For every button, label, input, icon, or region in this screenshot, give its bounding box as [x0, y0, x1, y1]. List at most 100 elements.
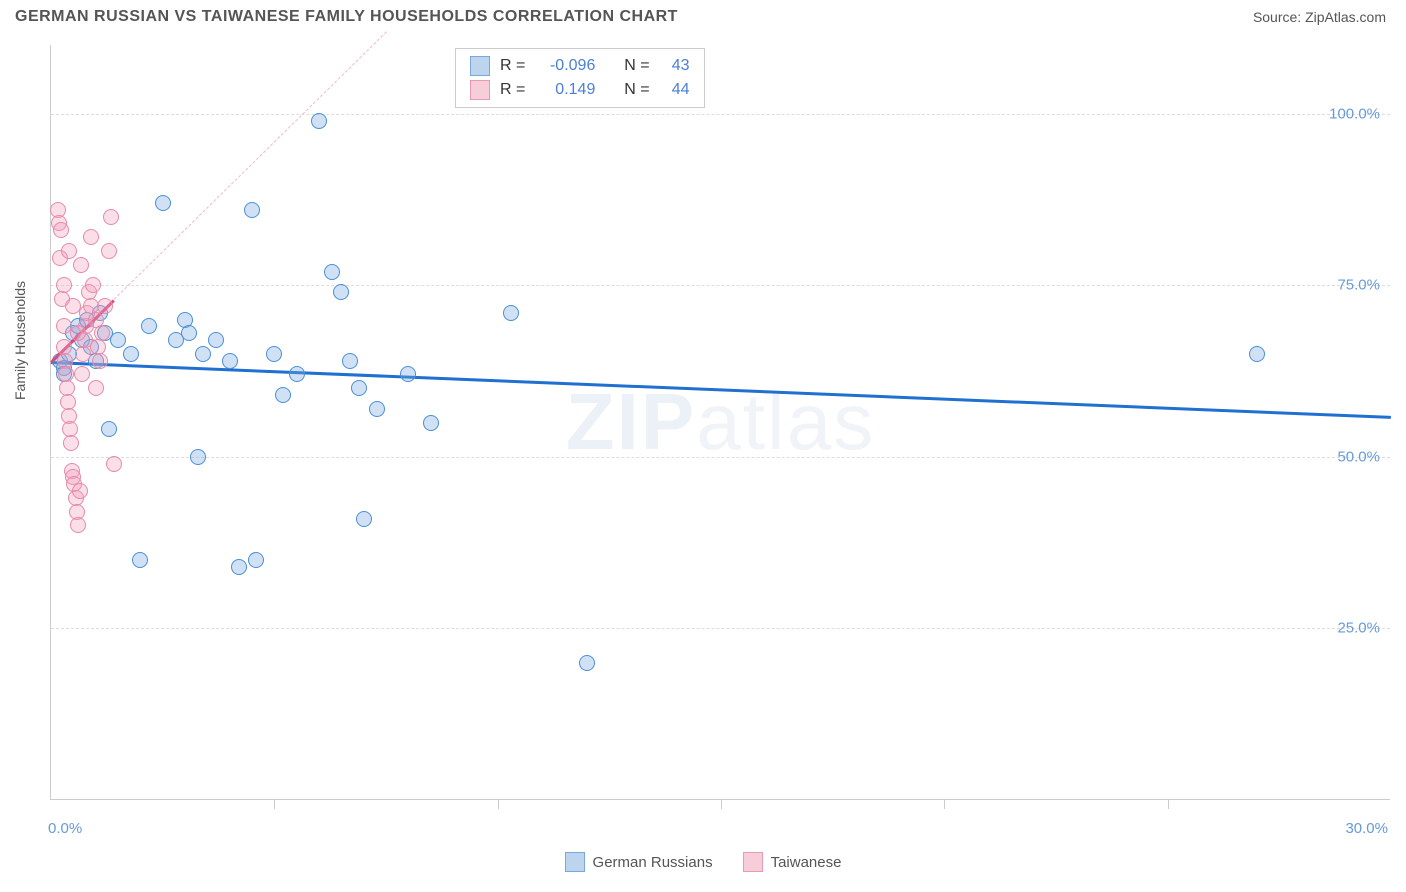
swatch-german-russians: [470, 56, 490, 76]
source-label: Source: ZipAtlas.com: [1253, 9, 1386, 25]
data-point: [92, 353, 108, 369]
y-tick-label: 50.0%: [1337, 448, 1380, 465]
y-tick-label: 100.0%: [1329, 105, 1380, 122]
data-point: [83, 229, 99, 245]
x-start-label: 0.0%: [48, 820, 82, 837]
gridline-h: [51, 628, 1390, 629]
data-point: [369, 401, 385, 417]
regression-line: [50, 299, 114, 363]
legend-label-1: German Russians: [593, 854, 713, 871]
data-point: [208, 332, 224, 348]
legend-item-taiwanese: Taiwanese: [743, 852, 842, 872]
data-point: [97, 298, 113, 314]
data-point: [70, 318, 86, 334]
data-point: [97, 325, 113, 341]
data-point: [351, 380, 367, 396]
x-tick: [944, 799, 945, 809]
data-point: [70, 517, 86, 533]
data-point: [74, 332, 90, 348]
data-point: [65, 469, 81, 485]
n-value-1: 43: [660, 54, 690, 78]
data-point: [50, 202, 66, 218]
bottom-legend: German Russians Taiwanese: [0, 852, 1406, 872]
data-point: [60, 394, 76, 410]
data-point: [78, 318, 94, 334]
regression-line: [51, 361, 1391, 418]
data-point: [101, 421, 117, 437]
legend-label-2: Taiwanese: [771, 854, 842, 871]
data-point: [90, 339, 106, 355]
data-point: [59, 380, 75, 396]
n-value-2: 44: [660, 78, 690, 102]
data-point: [103, 209, 119, 225]
x-tick: [1168, 799, 1169, 809]
data-point: [177, 312, 193, 328]
data-point: [69, 504, 85, 520]
data-point: [65, 298, 81, 314]
data-point: [423, 415, 439, 431]
n-label: N =: [624, 54, 649, 78]
stats-row-1: R = -0.096 N = 43: [470, 54, 690, 78]
data-point: [324, 264, 340, 280]
data-point: [57, 353, 73, 369]
data-point: [275, 387, 291, 403]
x-tick: [274, 799, 275, 809]
data-point: [65, 325, 81, 341]
data-point: [83, 298, 99, 314]
r-label: R =: [500, 78, 525, 102]
data-point: [400, 366, 416, 382]
data-point: [56, 366, 72, 382]
data-point: [61, 243, 77, 259]
n-label: N =: [624, 78, 649, 102]
data-point: [88, 380, 104, 396]
plot-area: ZIPatlas 25.0%50.0%75.0%100.0%: [50, 45, 1390, 800]
x-end-label: 30.0%: [1345, 820, 1388, 837]
data-point: [52, 353, 68, 369]
r-value-2: 0.149: [535, 78, 595, 102]
data-point: [94, 325, 110, 341]
data-point: [79, 305, 95, 321]
y-axis-label: Family Households: [12, 281, 28, 400]
data-point: [106, 456, 122, 472]
data-point: [503, 305, 519, 321]
data-point: [248, 552, 264, 568]
data-point: [75, 346, 91, 362]
swatch-taiwanese: [470, 80, 490, 100]
data-point: [53, 222, 69, 238]
data-point: [56, 360, 72, 376]
data-point: [141, 318, 157, 334]
data-point: [1249, 346, 1265, 362]
data-point: [181, 325, 197, 341]
data-point: [195, 346, 211, 362]
gridline-h: [51, 457, 1390, 458]
legend-swatch-2: [743, 852, 763, 872]
x-tick: [498, 799, 499, 809]
data-point: [333, 284, 349, 300]
x-tick: [721, 799, 722, 809]
data-point: [579, 655, 595, 671]
data-point: [61, 346, 77, 362]
data-point: [72, 483, 88, 499]
data-point: [79, 312, 95, 328]
data-point: [155, 195, 171, 211]
gridline-h: [51, 114, 1390, 115]
data-point: [342, 353, 358, 369]
r-label: R =: [500, 54, 525, 78]
data-point: [289, 366, 305, 382]
data-point: [123, 346, 139, 362]
data-point: [168, 332, 184, 348]
data-point: [222, 353, 238, 369]
data-point: [88, 312, 104, 328]
watermark: ZIPatlas: [566, 376, 875, 468]
stats-row-2: R = 0.149 N = 44: [470, 78, 690, 102]
data-point: [54, 291, 70, 307]
chart-title: GERMAN RUSSIAN VS TAIWANESE FAMILY HOUSE…: [15, 8, 678, 26]
y-tick-label: 25.0%: [1337, 620, 1380, 637]
r-value-1: -0.096: [535, 54, 595, 78]
data-point: [77, 332, 93, 348]
watermark-bold: ZIP: [566, 377, 696, 466]
data-point: [231, 559, 247, 575]
data-point: [56, 318, 72, 334]
data-point: [64, 463, 80, 479]
gridline-h: [51, 285, 1390, 286]
